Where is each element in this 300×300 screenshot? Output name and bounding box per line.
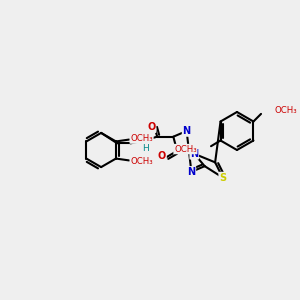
Text: OCH₃: OCH₃ xyxy=(130,157,153,166)
Text: N: N xyxy=(183,126,191,136)
Text: H: H xyxy=(142,144,149,153)
Text: S: S xyxy=(219,172,226,182)
Text: O: O xyxy=(147,122,156,132)
Text: N: N xyxy=(187,167,195,177)
Text: OCH₃: OCH₃ xyxy=(274,106,297,115)
Text: N: N xyxy=(190,149,198,159)
Text: N: N xyxy=(140,136,148,146)
Text: O: O xyxy=(158,151,166,161)
Text: OCH₃: OCH₃ xyxy=(130,134,153,143)
Text: OCH₃: OCH₃ xyxy=(174,145,197,154)
